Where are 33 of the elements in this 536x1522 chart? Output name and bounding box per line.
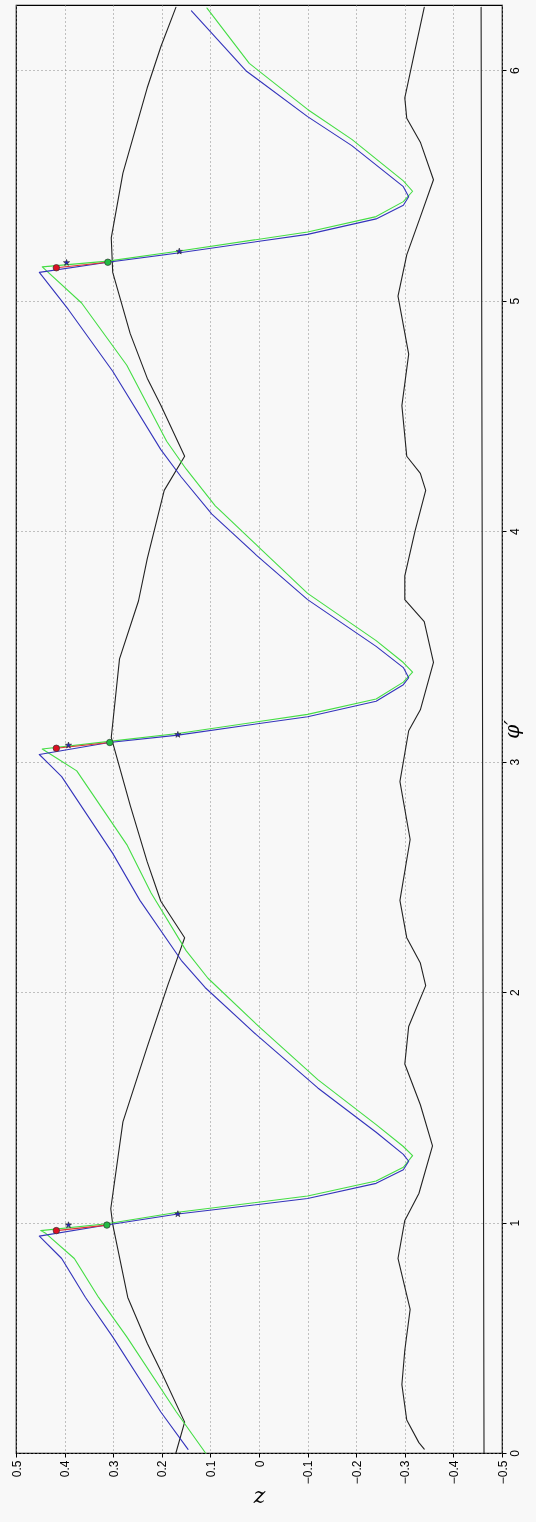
y-tick-label: 4: [507, 528, 522, 536]
point: [63, 259, 70, 266]
x-tick-label: 0.1: [203, 1460, 218, 1478]
point: [104, 258, 112, 266]
point: [65, 741, 72, 749]
point: [103, 1221, 111, 1229]
y-tick-label: 3: [507, 758, 522, 766]
point: [52, 264, 60, 272]
y-tick-label: 0: [507, 1449, 522, 1457]
point: [52, 1227, 60, 1235]
x-tick-label: −0.4: [446, 1460, 461, 1485]
x-tick-label: −0.5: [495, 1460, 510, 1485]
y-tick-label: 2: [507, 988, 522, 996]
x-tick-label: 0.5: [9, 1460, 24, 1478]
y-tick-label: 5: [507, 297, 522, 305]
x-tick-label: −0.1: [301, 1460, 316, 1485]
point: [174, 1210, 182, 1217]
line-series: [397, 6, 435, 1450]
point: [174, 731, 182, 738]
x-axis-title: z: [252, 1483, 266, 1509]
x-tick-label: −0.3: [398, 1460, 413, 1485]
point: [106, 738, 114, 747]
y-tick-label: 6: [507, 67, 522, 75]
x-tick-label: 0.3: [106, 1460, 121, 1478]
y-tick-label: 1: [507, 1219, 522, 1227]
x-tick-label: 0: [252, 1460, 267, 1468]
point: [65, 1221, 72, 1229]
x-tick-label: 0.2: [155, 1460, 170, 1478]
point: [52, 744, 60, 752]
x-tick-label: 0.4: [58, 1460, 73, 1478]
point: [175, 247, 183, 255]
x-tick-label: −0.2: [349, 1460, 364, 1485]
y-axis-title: φ′: [499, 719, 524, 739]
